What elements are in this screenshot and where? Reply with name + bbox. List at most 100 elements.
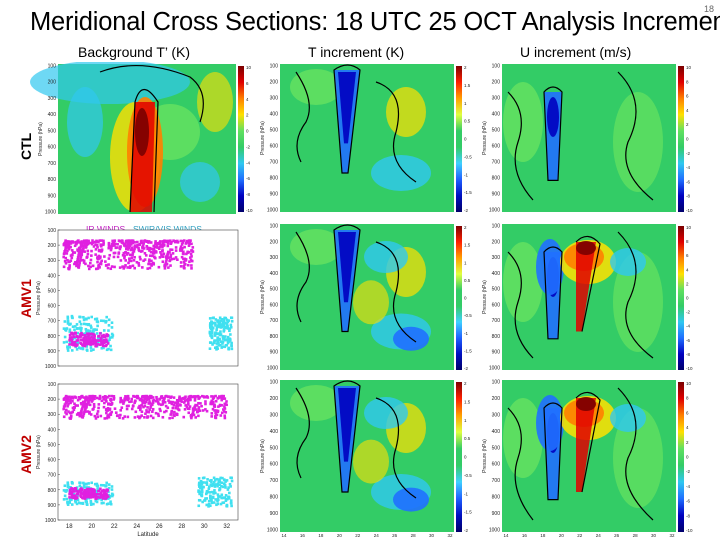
amv2-ir-point xyxy=(126,394,130,398)
amv1-vis-point xyxy=(86,323,90,327)
amv2-ir-point xyxy=(215,409,219,413)
amv2-ir-point xyxy=(85,490,88,494)
amv2-ir-point xyxy=(102,395,105,399)
background-colorbar-label: -6 xyxy=(246,176,250,181)
amv2-u-colorbar-label: -2 xyxy=(686,469,690,474)
amv1-vis-point xyxy=(216,324,220,327)
amv1-ir-point xyxy=(128,240,131,243)
amv1-vis-point xyxy=(208,347,212,350)
amv2-ir-point xyxy=(163,397,166,400)
amv2-ir-point xyxy=(92,405,96,409)
amv2-ir-point xyxy=(101,496,105,500)
amv1-ir-point xyxy=(124,239,128,243)
amv1-ir-point xyxy=(132,249,135,252)
amv2-ir-point xyxy=(67,410,70,413)
amv2-ir-point xyxy=(76,492,80,496)
amv2-vis-point xyxy=(109,502,113,506)
amv2-vis-point xyxy=(215,503,218,507)
amv1-ir-point xyxy=(169,253,173,257)
amv1-vis-point xyxy=(69,322,72,326)
amv1-ir-point xyxy=(92,245,96,248)
amv1-ir-point xyxy=(87,267,91,271)
amv2-ir-point xyxy=(103,490,107,493)
amv2-u-colorbar-label: -6 xyxy=(686,499,690,504)
amv1-ir-point xyxy=(179,239,183,243)
amv2-ir-point xyxy=(182,415,186,419)
amv2-ir-point xyxy=(124,395,127,398)
amv2-u-colorbar-label: 8 xyxy=(686,396,689,401)
amv2-ir-point xyxy=(102,492,106,496)
amv2-ir-point xyxy=(88,412,91,415)
amv2-ir-point xyxy=(95,396,99,400)
amv1-vis-point xyxy=(224,344,228,347)
amv1-ir-point xyxy=(130,246,134,250)
amv2-t-colorbar xyxy=(456,382,462,532)
amv1-ir-point xyxy=(75,335,79,338)
amv2-ir-point xyxy=(210,415,214,418)
amv2-ir-point xyxy=(89,487,93,491)
amv2-ir-point xyxy=(214,416,218,420)
amv2-ir-point xyxy=(75,493,79,496)
amv2-vis-point xyxy=(63,484,67,488)
amv1-pressure-tick: 700 xyxy=(48,319,57,325)
amv2-ir-point xyxy=(106,396,109,399)
amv1-ir-point xyxy=(106,266,110,270)
amv1-vis-point xyxy=(230,344,233,348)
amv2-u-colorbar-label: -10 xyxy=(686,528,693,533)
amv1-ir-point xyxy=(170,257,174,261)
amv1-vis-point xyxy=(214,321,217,325)
amv1-ir-point xyxy=(67,260,70,264)
ctl-t-pressure-tick: 500 xyxy=(270,128,279,134)
amv1-ir-point xyxy=(167,266,170,269)
amv2-ir-point xyxy=(209,402,212,406)
amv1-vis-point xyxy=(219,340,223,344)
amv2-vis-point xyxy=(218,487,222,491)
amv2-ir-point xyxy=(122,400,126,404)
amv1-vis-point xyxy=(106,339,110,343)
amv2-ir-point xyxy=(195,410,199,414)
amv1-ir-point xyxy=(137,261,140,265)
amv2-vis-point xyxy=(107,483,111,486)
amv2-ir-point xyxy=(205,409,209,413)
amv2-ir-point xyxy=(94,494,97,497)
amv1-vis-point xyxy=(89,346,93,349)
amv2-ir-point xyxy=(91,397,95,401)
amv2-ir-point xyxy=(151,410,154,413)
amv2-ir-point xyxy=(87,488,91,491)
amv1-vis-point xyxy=(107,324,111,327)
amv1-ir-point xyxy=(91,241,95,244)
amv2-ir-point xyxy=(109,399,113,402)
amv2-vis-point xyxy=(229,502,233,505)
amv2-ir-point xyxy=(218,395,221,398)
amv2-vis-point xyxy=(207,499,211,503)
amv2-ir-point xyxy=(145,409,148,412)
amv1-ir-point xyxy=(98,334,101,338)
ctl-u-contour xyxy=(617,71,654,201)
amv2-ir-point xyxy=(136,415,140,418)
background-colorbar-label: 10 xyxy=(246,65,252,70)
amv2-ir-point xyxy=(119,399,123,402)
amv1-ir-point xyxy=(125,244,129,248)
ctl-t-colorbar-label: -1 xyxy=(464,172,468,177)
amv1-vis-point xyxy=(110,326,114,329)
ctl-t-colorbar xyxy=(456,66,462,212)
amv2-u-increment-panel: 1002003004005006007008009001000Pressure … xyxy=(482,380,693,539)
amv2-ir-point xyxy=(193,396,197,400)
amv2-vis-point xyxy=(89,503,93,506)
amv1-ir-point xyxy=(187,239,191,242)
amv1-u-colorbar xyxy=(678,226,684,370)
amv1-vis-point xyxy=(84,327,88,331)
ctl-u-pressure-tick: 700 xyxy=(492,160,501,166)
amv2-ir-point xyxy=(160,403,163,407)
amv1-u-colorbar-label: -4 xyxy=(686,324,690,329)
amv1-vis-point xyxy=(75,348,79,351)
amv1-ir-point xyxy=(128,259,131,263)
amv2-vis-point xyxy=(230,504,233,508)
amv1-vis-point xyxy=(93,317,97,321)
amv2-ir-point xyxy=(91,492,94,495)
amv2-vis-point xyxy=(224,480,227,483)
amv1-ir-point xyxy=(71,251,75,254)
amv1-ir-point xyxy=(82,259,86,263)
amv2-u-positive-region xyxy=(503,398,543,478)
amv2-vis-point xyxy=(213,485,217,488)
